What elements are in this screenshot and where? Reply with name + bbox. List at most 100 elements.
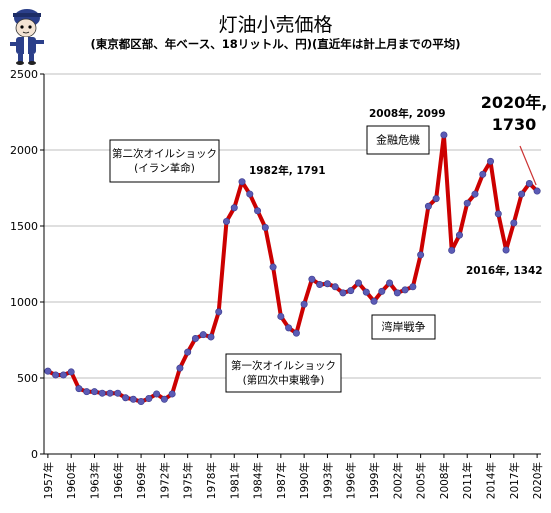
data-point-1985: [261, 224, 269, 232]
y-tick-label-0: 0: [31, 448, 38, 461]
data-point-2019: [525, 179, 533, 187]
data-point-1964: [98, 389, 106, 397]
data-point-1975: [184, 348, 192, 356]
annotation-text-oil2-1: (イラン革命): [134, 162, 195, 175]
annotation-text-fin-0: 金融危機: [376, 133, 420, 147]
data-point-1982: [238, 178, 246, 186]
data-point-1966: [114, 389, 122, 397]
y-tick-label-1000: 1000: [10, 296, 38, 309]
x-tick-label-1957: 1957年: [42, 462, 55, 499]
x-tick-label-1990: 1990年: [298, 462, 311, 499]
data-point-1960: [67, 368, 75, 376]
data-point-1994: [331, 283, 339, 291]
data-point-2007: [432, 195, 440, 203]
y-tick-label-2000: 2000: [10, 144, 38, 157]
x-tick-label-2008: 2008年: [438, 462, 451, 499]
axes: [40, 73, 541, 458]
data-point-2020: [533, 187, 541, 195]
x-tick-label-1972: 1972年: [158, 462, 171, 499]
data-point-1968: [129, 395, 137, 403]
annotation-text-oil1-1: (第四次中東戦争): [243, 374, 325, 387]
x-tick-label-1999: 1999年: [368, 462, 381, 499]
mascot-logo-icon: [10, 9, 44, 65]
data-point-1993: [323, 280, 331, 288]
data-point-1957: [44, 367, 52, 375]
price-series: [44, 131, 541, 406]
x-axis-tick-labels: 1957年 1960年 1963年 1966年 1969年 1972年 1975年 1978年…: [42, 462, 544, 499]
data-point-1970: [145, 395, 153, 403]
x-tick-label-1993: 1993年: [321, 462, 334, 499]
data-point-2017: [510, 219, 518, 227]
data-point-1998: [362, 288, 370, 296]
data-point-2012: [471, 190, 479, 198]
data-point-2000: [378, 287, 386, 295]
data-point-1978: [207, 333, 215, 341]
data-point-1979: [215, 308, 223, 316]
x-tick-label-2020: 2020年: [531, 462, 544, 499]
annotation-box-fin: [366, 125, 430, 155]
chart-subtitle: (東京都区部、年ベース、18リットル、円)(直近年は計上月までの平均): [90, 37, 461, 51]
data-point-1972: [160, 395, 168, 403]
gridlines: [44, 73, 541, 379]
data-point-2016: [502, 246, 510, 254]
x-tick-label-1960: 1960年: [65, 462, 78, 499]
data-point-2003: [401, 286, 409, 294]
data-point-2005: [417, 251, 425, 259]
data-point-1980: [222, 217, 230, 225]
x-tick-label-1975: 1975年: [182, 462, 195, 499]
data-point-1959: [59, 371, 67, 379]
x-tick-label-2005: 2005年: [415, 462, 428, 499]
data-point-2010: [455, 231, 463, 239]
annotation-text-p2008-0: 2008年, 2099: [369, 107, 446, 120]
series-line: [45, 133, 540, 404]
annotations: 第二次オイルショック (イラン革命) 第一次オイルショック (第四次中東戦争) 金融危機…: [109, 93, 547, 393]
annotation-text-gulf-0: 湾岸戦争: [382, 320, 426, 334]
y-axis-tick-labels: 0 500 1000 1500 2000 2500: [10, 68, 38, 461]
annotation-box-gulf: [371, 314, 436, 340]
y-tick-label-2500: 2500: [10, 68, 38, 81]
data-point-2002: [393, 289, 401, 297]
annotation-text-oil1-0: 第一次オイルショック: [231, 359, 336, 372]
x-tick-label-1987: 1987年: [275, 462, 288, 499]
data-point-2018: [518, 190, 526, 198]
annotation-text-oil2-0: 第二次オイルショック: [112, 147, 217, 160]
data-point-1973: [168, 390, 176, 398]
data-point-1991: [308, 275, 316, 283]
data-point-1992: [316, 281, 324, 289]
data-point-1963: [90, 388, 98, 396]
data-point-1996: [347, 287, 355, 295]
x-tick-label-2014: 2014年: [485, 462, 498, 499]
x-tick-label-2002: 2002年: [391, 462, 404, 499]
data-point-1977: [199, 331, 207, 339]
data-point-1976: [191, 334, 199, 342]
data-point-1988: [285, 324, 293, 332]
y-tick-label-1500: 1500: [10, 220, 38, 233]
annotation-box-oil1: [225, 353, 342, 393]
data-point-1995: [339, 289, 347, 297]
data-point-1981: [230, 204, 238, 212]
x-tick-label-1969: 1969年: [135, 462, 148, 499]
data-point-1974: [176, 364, 184, 372]
data-point-2001: [386, 279, 394, 287]
data-point-1971: [153, 390, 161, 398]
x-tick-label-1963: 1963年: [88, 462, 101, 499]
data-point-1984: [254, 207, 262, 215]
annotation-text-p2016-0: 2016年, 1342: [466, 264, 543, 277]
y-tick-label-500: 500: [17, 372, 38, 385]
data-point-1962: [83, 388, 91, 396]
data-point-1965: [106, 389, 114, 397]
data-point-1983: [246, 190, 254, 198]
data-point-1990: [300, 300, 308, 308]
annotation-text-p2020-1: 1730: [492, 115, 537, 134]
data-point-2013: [479, 170, 487, 178]
data-point-2011: [463, 199, 471, 207]
data-point-2006: [424, 202, 432, 210]
data-point-1969: [137, 398, 145, 406]
data-point-2009: [448, 246, 456, 254]
x-tick-label-1984: 1984年: [252, 462, 265, 499]
x-tick-label-1978: 1978年: [205, 462, 218, 499]
data-point-1986: [269, 263, 277, 271]
data-point-2008: [440, 131, 448, 139]
data-point-2015: [494, 210, 502, 218]
